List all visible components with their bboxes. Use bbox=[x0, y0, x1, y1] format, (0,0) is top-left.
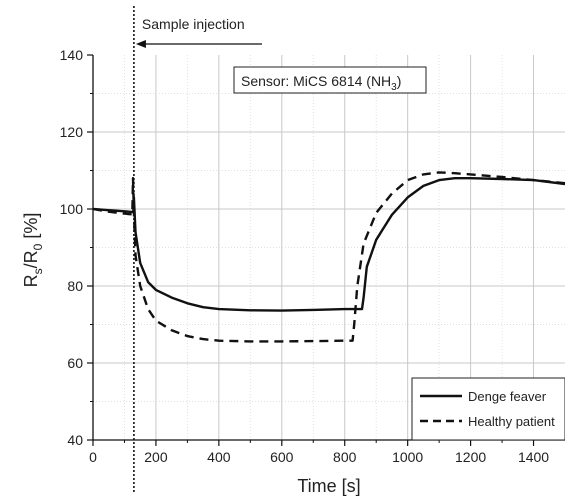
sensor-label-box bbox=[233, 66, 427, 94]
x-tick-label: 400 bbox=[207, 449, 231, 465]
y-tick-label: 100 bbox=[60, 201, 84, 217]
series-group bbox=[92, 171, 565, 343]
x-tick-label: 1200 bbox=[455, 449, 486, 465]
y-axis-title: Rs/R0 [%] bbox=[21, 213, 45, 288]
legend-label-denge: Denge feaver bbox=[468, 389, 547, 404]
sensor-label: Sensor: MiCS 6814 (NH3) bbox=[241, 73, 401, 93]
x-tick-label: 1000 bbox=[392, 449, 423, 465]
injection-arrow-head bbox=[135, 40, 146, 48]
y-tick-label: 140 bbox=[60, 47, 84, 63]
x-tick-label: 600 bbox=[270, 449, 294, 465]
ticks: 0 200 400 600 800 1000 1200 1400 40 60 80 100 120 140 bbox=[60, 47, 550, 465]
x-tick-label: 1400 bbox=[518, 449, 549, 465]
legend: Denge feaver Healthy patient bbox=[411, 377, 565, 441]
injection-label: Sample injection bbox=[142, 16, 245, 32]
y-tick-label: 60 bbox=[67, 355, 83, 371]
x-axis-title: Time [s] bbox=[297, 476, 360, 496]
y-tick-label: 120 bbox=[60, 124, 84, 140]
y-tick-label: 40 bbox=[67, 432, 83, 448]
series-line-1 bbox=[92, 171, 565, 343]
sensor-annotation: Sensor: MiCS 6814 (NH3) bbox=[233, 66, 427, 94]
x-tick-label: 200 bbox=[144, 449, 168, 465]
legend-box bbox=[411, 377, 565, 441]
x-tick-label: 0 bbox=[89, 449, 97, 465]
x-tick-label: 800 bbox=[333, 449, 357, 465]
legend-label-healthy: Healthy patient bbox=[468, 414, 555, 429]
y-tick-label: 80 bbox=[67, 278, 83, 294]
injection-annotation: Sample injection bbox=[133, 6, 262, 494]
